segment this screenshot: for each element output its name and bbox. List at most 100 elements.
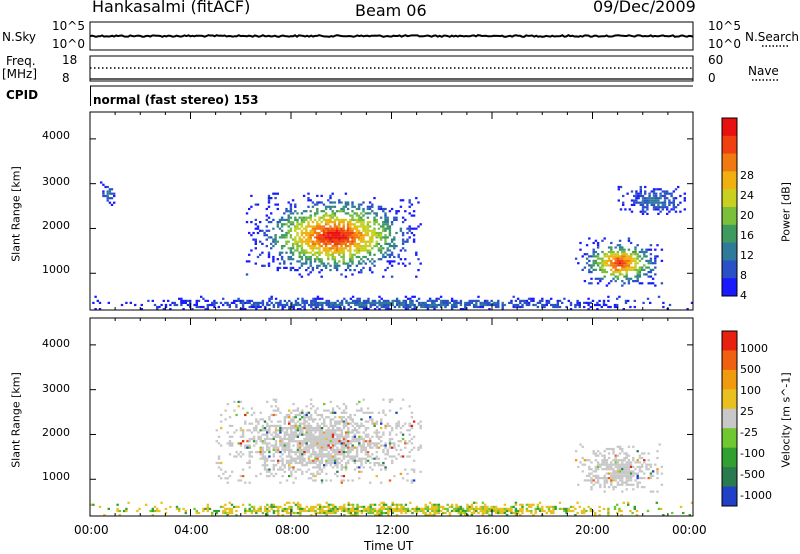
echo-cell xyxy=(366,227,370,230)
echo-cell xyxy=(366,229,370,232)
echo-cell xyxy=(621,461,624,464)
echo-cell xyxy=(623,262,626,265)
echo-cell xyxy=(387,511,390,515)
echo-cell xyxy=(333,234,337,237)
echo-cell xyxy=(614,456,617,460)
echo-cell xyxy=(280,216,284,219)
echo-cell xyxy=(470,514,474,517)
echo-cell xyxy=(338,234,341,237)
echo-cell xyxy=(349,249,352,252)
echo-cell xyxy=(368,201,372,204)
echo-cell xyxy=(627,465,631,468)
echo-cell xyxy=(347,503,350,506)
echo-cell xyxy=(627,472,631,475)
echo-cell xyxy=(309,446,313,449)
echo-cell xyxy=(388,431,392,434)
echo-cell xyxy=(592,262,595,265)
echo-cell xyxy=(508,507,511,510)
echo-cell xyxy=(314,475,317,478)
echo-cell xyxy=(267,205,271,208)
echo-cell xyxy=(466,301,469,304)
echo-cell xyxy=(274,440,278,443)
echo-cell xyxy=(605,479,609,482)
echo-cell xyxy=(360,457,363,460)
echo-cell xyxy=(303,509,306,513)
echo-cell xyxy=(340,475,343,478)
echo-cell xyxy=(402,303,405,307)
echo-cell xyxy=(521,305,524,309)
echo-cell xyxy=(294,249,297,252)
echo-cell xyxy=(96,299,99,302)
echo-cell xyxy=(393,247,396,250)
echo-cell xyxy=(125,509,128,513)
echo-cell xyxy=(338,251,341,254)
echo-cell xyxy=(371,457,374,460)
echo-cell xyxy=(377,411,381,414)
echo-cell xyxy=(220,477,223,480)
echo-cell xyxy=(281,453,284,456)
echo-cell xyxy=(393,507,397,510)
echo-cell xyxy=(375,212,378,215)
echo-cell xyxy=(412,214,416,217)
echo-cell xyxy=(340,255,343,259)
echo-cell xyxy=(312,420,315,423)
echo-cell xyxy=(369,411,372,414)
echo-cell xyxy=(668,199,671,202)
echo-cell xyxy=(329,455,332,458)
echo-cell xyxy=(318,509,322,513)
echo-cell xyxy=(420,507,423,510)
echo-cell xyxy=(281,464,284,467)
echo-cell xyxy=(357,247,361,250)
echo-cell xyxy=(598,299,601,302)
echo-cell xyxy=(404,295,408,298)
echo-cell xyxy=(382,247,385,250)
echo-cell xyxy=(318,464,321,467)
echo-cell xyxy=(351,448,354,451)
echo-cell xyxy=(263,455,267,458)
echo-cell xyxy=(612,488,615,491)
echo-cell xyxy=(324,223,328,226)
echo-cell xyxy=(413,308,416,311)
echo-cell xyxy=(289,221,293,224)
echo-cell xyxy=(362,238,365,241)
echo-cell xyxy=(461,507,465,510)
echo-cell xyxy=(220,468,223,471)
echo-cell xyxy=(302,227,306,230)
echo-cell xyxy=(313,225,317,228)
echo-cell xyxy=(311,205,315,208)
echo-cell xyxy=(435,507,438,510)
echo-cell xyxy=(263,427,267,430)
echo-cell xyxy=(296,461,300,465)
echo-cell xyxy=(344,431,348,434)
echo-cell xyxy=(301,459,304,462)
echo-cell xyxy=(290,451,293,454)
echo-cell xyxy=(233,409,236,412)
echo-cell xyxy=(290,433,293,436)
echo-cell xyxy=(318,225,321,228)
echo-cell xyxy=(612,253,615,256)
beam-title: Beam 06 xyxy=(355,1,427,20)
echo-cell xyxy=(660,472,664,475)
echo-cell xyxy=(459,308,463,311)
echo-cell xyxy=(612,255,615,258)
echo-cell xyxy=(616,463,620,466)
echo-cell xyxy=(331,253,334,256)
echo-cell xyxy=(364,420,368,423)
echo-cell xyxy=(298,446,302,449)
echo-cell xyxy=(305,446,308,449)
echo-cell xyxy=(291,266,295,269)
echo-cell xyxy=(296,260,299,263)
echo-cell xyxy=(301,429,304,432)
echo-cell xyxy=(596,479,600,482)
echo-cell xyxy=(552,507,555,510)
echo-cell xyxy=(283,509,287,513)
echo-cell xyxy=(351,479,354,482)
echo-cell xyxy=(307,240,310,243)
echo-cell xyxy=(362,210,365,213)
echo-cell xyxy=(342,453,346,456)
echo-cell xyxy=(292,427,295,430)
echo-cell xyxy=(351,503,355,506)
echo-cell xyxy=(318,240,321,243)
echo-cell xyxy=(412,459,416,462)
echo-cell xyxy=(285,210,288,213)
